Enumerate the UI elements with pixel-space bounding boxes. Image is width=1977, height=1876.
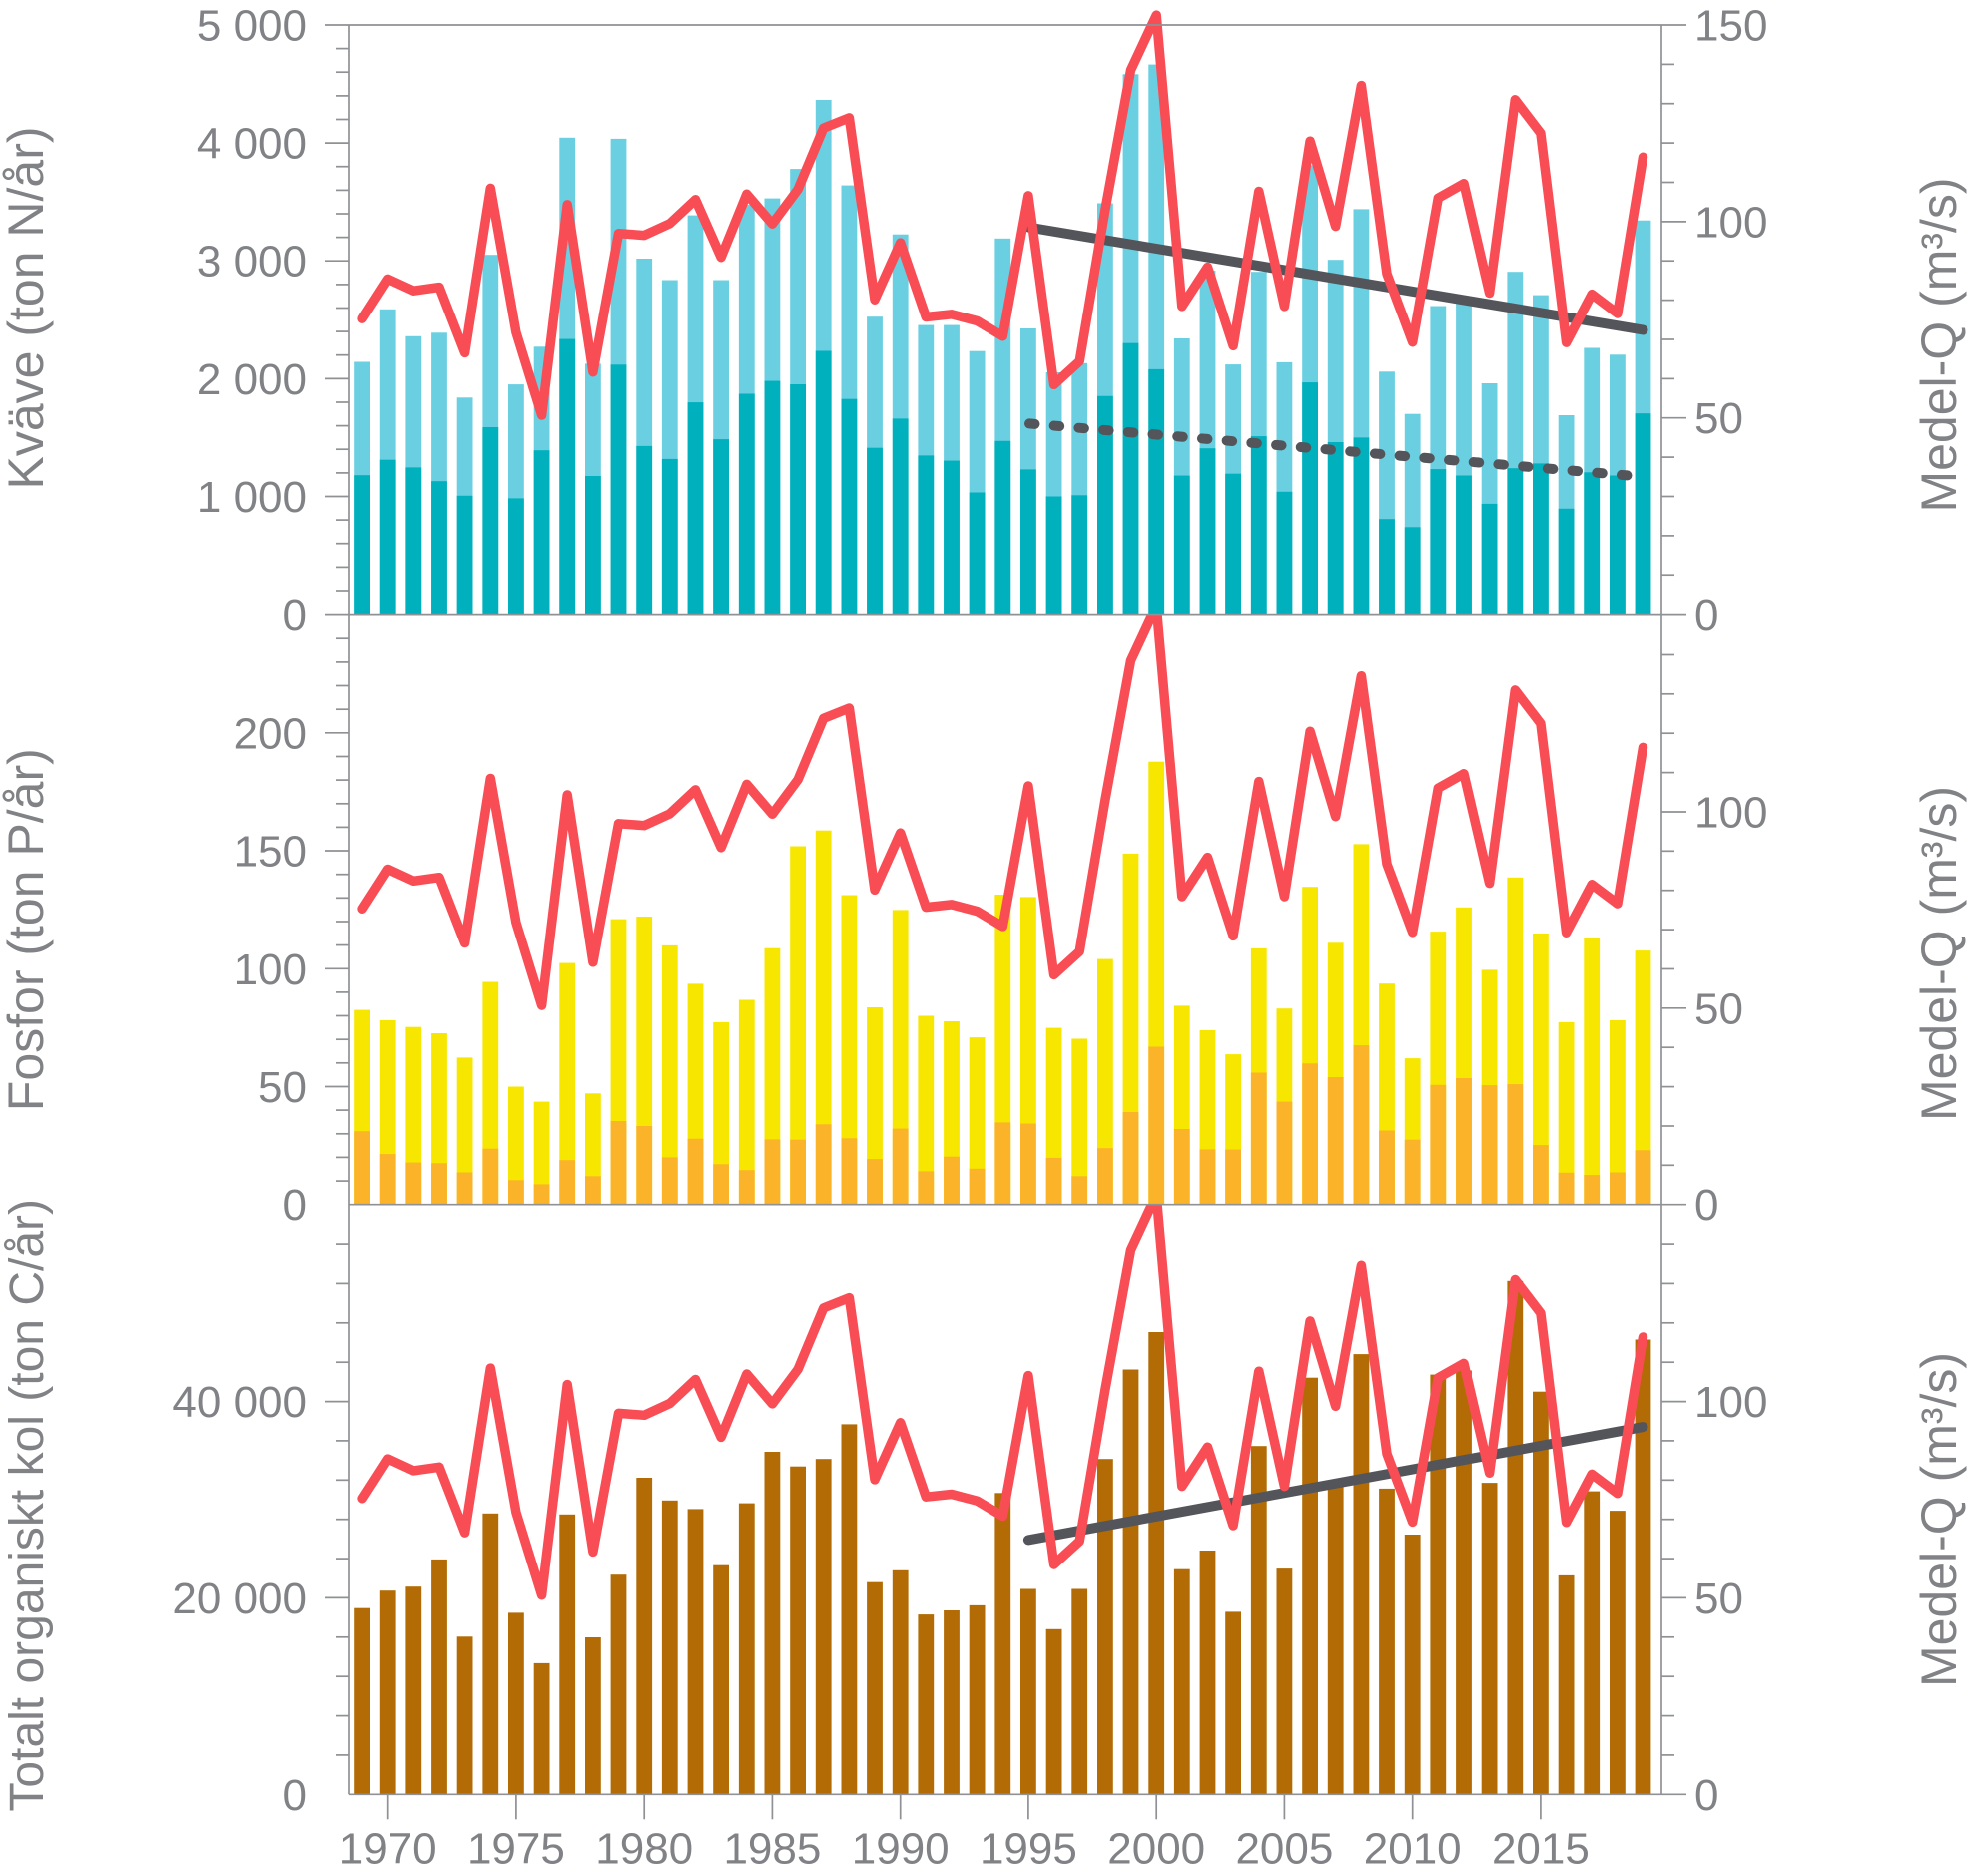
svg-text:40 000: 40 000 — [172, 1378, 307, 1427]
svg-text:2005: 2005 — [1235, 1825, 1333, 1874]
svg-text:50: 50 — [1694, 984, 1743, 1033]
svg-text:100: 100 — [1694, 789, 1767, 838]
svg-text:3 000: 3 000 — [197, 238, 307, 287]
svg-text:150: 150 — [1694, 2, 1767, 51]
svg-text:0: 0 — [1694, 1771, 1718, 1820]
svg-text:Kväve (ton N/år): Kväve (ton N/år) — [0, 126, 54, 489]
svg-text:Medel-Q (m³/s): Medel-Q (m³/s) — [1911, 1352, 1967, 1687]
svg-text:50: 50 — [1694, 394, 1743, 443]
svg-text:0: 0 — [1694, 591, 1718, 640]
svg-text:0: 0 — [283, 1181, 307, 1230]
svg-text:2015: 2015 — [1492, 1825, 1590, 1874]
svg-text:1 000: 1 000 — [197, 473, 307, 522]
svg-text:1970: 1970 — [339, 1825, 437, 1874]
svg-text:100: 100 — [1694, 198, 1767, 247]
svg-text:1975: 1975 — [467, 1825, 565, 1874]
svg-text:100: 100 — [234, 945, 307, 994]
svg-text:1985: 1985 — [723, 1825, 821, 1874]
svg-text:Totalt organiskt kol (ton C/år: Totalt organiskt kol (ton C/år) — [1, 1199, 54, 1812]
svg-text:0: 0 — [283, 1771, 307, 1820]
svg-text:4 000: 4 000 — [197, 120, 307, 169]
svg-text:20 000: 20 000 — [172, 1574, 307, 1623]
svg-text:100: 100 — [1694, 1378, 1767, 1427]
svg-text:1995: 1995 — [980, 1825, 1077, 1874]
svg-text:Medel-Q (m³/s): Medel-Q (m³/s) — [1911, 786, 1967, 1121]
svg-text:200: 200 — [234, 709, 307, 758]
svg-text:2010: 2010 — [1364, 1825, 1462, 1874]
svg-text:1990: 1990 — [852, 1825, 950, 1874]
svg-text:0: 0 — [283, 591, 307, 640]
svg-text:2000: 2000 — [1107, 1825, 1205, 1874]
svg-text:2 000: 2 000 — [197, 355, 307, 404]
svg-text:50: 50 — [1694, 1574, 1743, 1623]
svg-text:0: 0 — [1694, 1181, 1718, 1230]
svg-text:1980: 1980 — [595, 1825, 693, 1874]
svg-text:Fosfor (ton P/år): Fosfor (ton P/år) — [0, 748, 54, 1111]
svg-text:150: 150 — [234, 828, 307, 877]
svg-text:50: 50 — [258, 1063, 307, 1112]
svg-text:Medel-Q (m³/s): Medel-Q (m³/s) — [1911, 177, 1967, 512]
svg-text:5 000: 5 000 — [197, 2, 307, 51]
